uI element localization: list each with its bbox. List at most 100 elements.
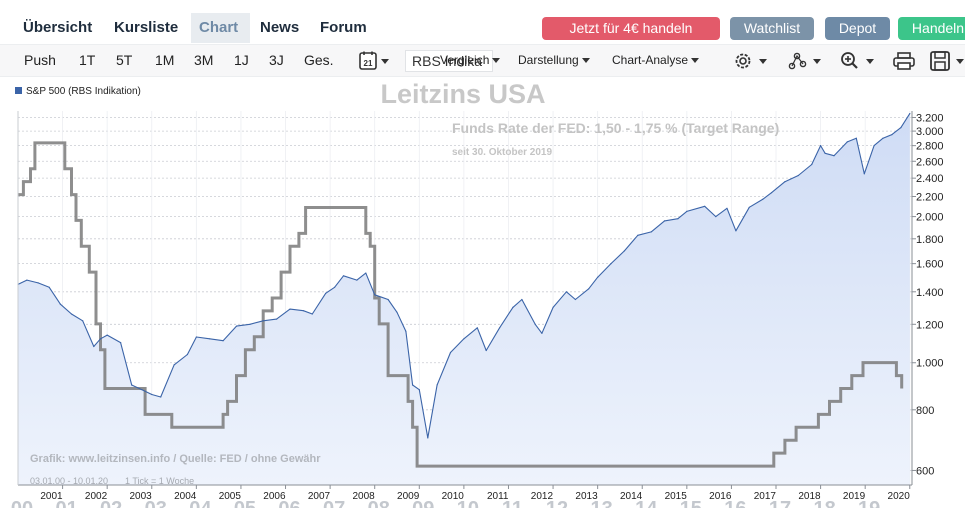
price-series bbox=[17, 113, 911, 439]
print-icon[interactable] bbox=[893, 51, 915, 71]
bottom-year-label: 10 bbox=[457, 498, 479, 508]
calendar-icon[interactable]: 21 bbox=[359, 51, 391, 71]
price-point bbox=[334, 286, 336, 288]
x-tick-label: 2008 bbox=[352, 491, 375, 502]
bottom-year-label: 16 bbox=[724, 498, 746, 508]
period-3j[interactable]: 3J bbox=[269, 52, 284, 68]
rate-line bbox=[18, 141, 904, 468]
period-5t[interactable]: 5T bbox=[116, 52, 133, 68]
price-point bbox=[597, 276, 599, 278]
chart-area[interactable]: S&P 500 (RBS Indikation) Leitzins USA Fu… bbox=[0, 77, 965, 508]
bottom-year-label: 09 bbox=[412, 498, 434, 508]
bottom-year-label: 19 bbox=[858, 498, 880, 508]
price-point bbox=[463, 338, 465, 340]
indicators-icon[interactable] bbox=[787, 51, 825, 71]
price-point bbox=[396, 311, 398, 313]
tab-uebersicht[interactable]: Übersicht bbox=[23, 19, 93, 36]
price-chart[interactable]: Leitzins USA Funds Rate der FED: 1,50 - … bbox=[0, 77, 965, 508]
price-point bbox=[26, 279, 28, 281]
period-gesamt[interactable]: Ges. bbox=[304, 52, 334, 68]
y-tick-label: 800 bbox=[916, 405, 934, 417]
x-tick-label: 2020 bbox=[888, 491, 911, 502]
zoom-icon[interactable] bbox=[840, 51, 878, 71]
legend-swatch bbox=[15, 87, 22, 94]
handeln-button[interactable]: Handeln bbox=[898, 17, 965, 40]
compare-dropdown[interactable]: Vergleich bbox=[440, 45, 501, 78]
y-tick-label: 2.800 bbox=[916, 141, 944, 153]
period-1j[interactable]: 1J bbox=[234, 52, 249, 68]
price-point bbox=[485, 349, 487, 352]
watchlist-button[interactable]: Watchlist bbox=[730, 17, 814, 40]
x-tick-label: 2007 bbox=[308, 491, 331, 502]
x-tick-label: 2002 bbox=[85, 491, 108, 502]
trade-now-button[interactable]: Jetzt für 4€ handeln bbox=[542, 17, 720, 40]
bottom-year-label: 00 bbox=[11, 498, 33, 508]
source-text: Grafik: www.leitzinsen.info / Quelle: FE… bbox=[30, 453, 321, 465]
price-point bbox=[748, 206, 750, 208]
calendar-day-label: 21 bbox=[364, 59, 373, 68]
price-point bbox=[151, 393, 153, 396]
price-point bbox=[574, 298, 577, 301]
bottom-year-label: 11 bbox=[502, 498, 523, 508]
price-point bbox=[387, 298, 389, 301]
price-point bbox=[686, 210, 688, 212]
price-point bbox=[374, 294, 376, 296]
price-point bbox=[70, 313, 73, 315]
y-tick-label: 600 bbox=[916, 465, 934, 477]
exchange-select-value: RBS Indika bbox=[412, 53, 483, 69]
price-point bbox=[846, 141, 848, 143]
bottom-year-label: 04 bbox=[189, 498, 212, 508]
bottom-year-label: 08 bbox=[368, 498, 390, 508]
price-point bbox=[770, 192, 773, 194]
price-point bbox=[784, 181, 786, 183]
price-point bbox=[365, 272, 367, 274]
gear-icon[interactable] bbox=[733, 51, 771, 71]
tab-news[interactable]: News bbox=[260, 19, 300, 36]
price-point bbox=[449, 351, 452, 354]
tab-kursliste[interactable]: Kursliste bbox=[114, 19, 179, 36]
price-point bbox=[106, 334, 108, 336]
x-tick-label: 2019 bbox=[843, 491, 866, 502]
y-tick-label: 1.000 bbox=[916, 358, 944, 370]
legend-label: S&P 500 (RBS Indikation) bbox=[26, 86, 141, 97]
representation-dropdown-label: Darstellung bbox=[518, 53, 579, 67]
price-point bbox=[436, 384, 438, 386]
price-point bbox=[811, 163, 813, 166]
price-point bbox=[289, 308, 291, 310]
bottom-year-label: 06 bbox=[278, 498, 300, 508]
period-1m[interactable]: 1M bbox=[155, 52, 175, 68]
main-navigation: Übersicht Kursliste Chart News Forum Jet… bbox=[0, 13, 965, 43]
price-point bbox=[276, 318, 278, 320]
tab-forum[interactable]: Forum bbox=[320, 19, 367, 36]
period-push[interactable]: Push bbox=[24, 52, 56, 68]
chart-analysis-dropdown[interactable]: Chart-Analyse bbox=[612, 45, 700, 78]
price-point bbox=[824, 152, 826, 154]
bottom-year-label: 07 bbox=[323, 498, 345, 508]
exchange-select[interactable]: RBS Indika bbox=[405, 50, 493, 72]
y-tick-label: 1.600 bbox=[916, 259, 944, 271]
price-point bbox=[820, 145, 822, 147]
tab-chart[interactable]: Chart bbox=[191, 13, 250, 43]
period-3m[interactable]: 3M bbox=[194, 52, 214, 68]
price-point bbox=[222, 340, 224, 342]
chart-toolbar: Push 1T 5T 1M 3M 1J 3J Ges. 21 RBS Indik… bbox=[0, 44, 965, 77]
save-icon[interactable] bbox=[930, 51, 965, 71]
price-point bbox=[521, 298, 523, 301]
depot-button[interactable]: Depot bbox=[825, 17, 890, 40]
y-tick-label: 2.400 bbox=[916, 173, 944, 185]
x-tick-label: 2017 bbox=[754, 491, 777, 502]
price-point bbox=[715, 216, 717, 218]
price-point bbox=[405, 330, 407, 332]
bottom-year-label: 05 bbox=[234, 498, 256, 508]
chart-analysis-dropdown-label: Chart-Analyse bbox=[612, 53, 689, 67]
y-tick-label: 2.000 bbox=[916, 212, 944, 224]
compare-dropdown-label: Vergleich bbox=[440, 53, 490, 67]
period-1t[interactable]: 1T bbox=[79, 52, 96, 68]
x-tick-label: 2006 bbox=[263, 491, 286, 502]
price-point bbox=[412, 384, 414, 386]
price-point bbox=[311, 313, 313, 315]
price-point bbox=[37, 282, 39, 284]
price-point bbox=[141, 389, 143, 391]
representation-dropdown[interactable]: Darstellung bbox=[518, 45, 590, 78]
price-point bbox=[160, 396, 162, 398]
